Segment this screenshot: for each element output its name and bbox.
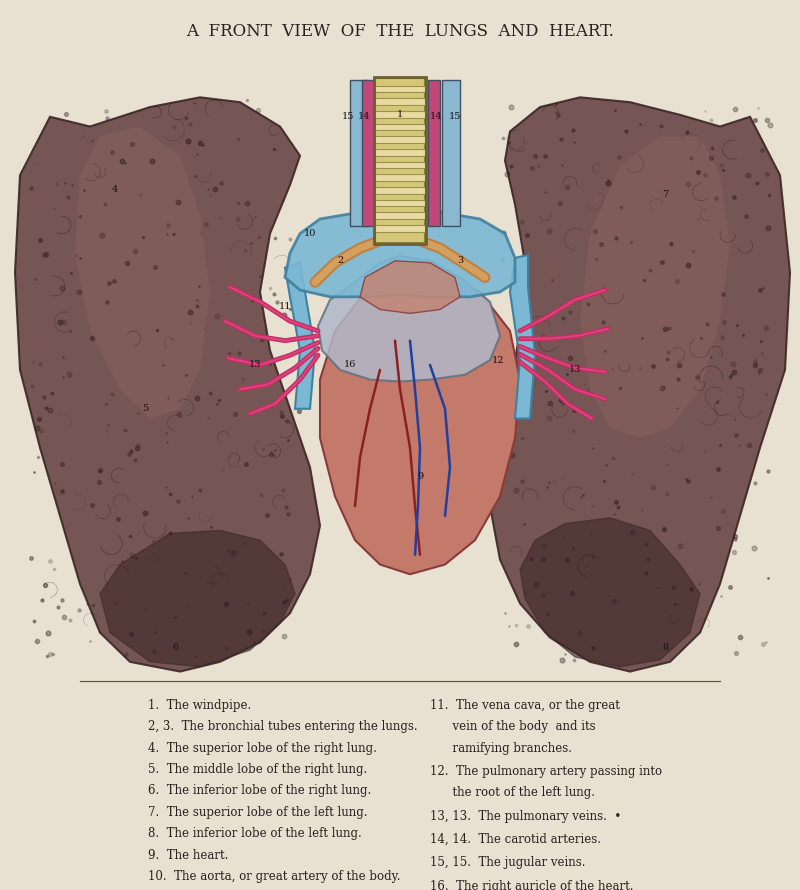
Text: 4.  The superior lobe of the right lung.: 4. The superior lobe of the right lung. [148, 741, 377, 755]
Polygon shape [285, 209, 515, 297]
FancyBboxPatch shape [375, 149, 425, 156]
Text: 5.  The middle lobe of the right lung.: 5. The middle lobe of the right lung. [148, 763, 367, 776]
Text: ramifying branches.: ramifying branches. [430, 741, 572, 755]
Polygon shape [285, 263, 315, 409]
FancyBboxPatch shape [375, 225, 425, 231]
FancyBboxPatch shape [375, 77, 425, 243]
Text: 14, 14.  The carotid arteries.: 14, 14. The carotid arteries. [430, 833, 601, 846]
FancyBboxPatch shape [375, 111, 425, 117]
Polygon shape [15, 97, 320, 672]
FancyBboxPatch shape [375, 212, 425, 219]
Text: 13, 13.  The pulmonary veins.  •: 13, 13. The pulmonary veins. • [430, 810, 622, 822]
FancyBboxPatch shape [375, 162, 425, 168]
Text: 9.  The heart.: 9. The heart. [148, 849, 228, 862]
Text: 5: 5 [142, 404, 148, 413]
Polygon shape [490, 97, 790, 672]
Polygon shape [510, 255, 535, 418]
Text: 6: 6 [172, 643, 178, 651]
Text: 7.  The superior lobe of the left lung.: 7. The superior lobe of the left lung. [148, 805, 367, 819]
FancyBboxPatch shape [350, 80, 368, 226]
FancyBboxPatch shape [375, 124, 425, 131]
Text: 10: 10 [304, 229, 316, 239]
FancyBboxPatch shape [375, 98, 425, 105]
Text: 8.  The inferior lobe of the left lung.: 8. The inferior lobe of the left lung. [148, 828, 362, 840]
FancyBboxPatch shape [375, 136, 425, 143]
Text: 14: 14 [430, 112, 442, 121]
FancyBboxPatch shape [375, 199, 425, 206]
FancyBboxPatch shape [375, 187, 425, 194]
Text: 15: 15 [342, 112, 354, 121]
Text: 6.  The inferior lobe of the right lung.: 6. The inferior lobe of the right lung. [148, 784, 371, 797]
Text: 16.  The right auricle of the heart.: 16. The right auricle of the heart. [430, 880, 634, 890]
Polygon shape [100, 530, 295, 667]
Text: 9: 9 [417, 473, 423, 481]
Text: 12: 12 [492, 356, 504, 365]
Text: 1: 1 [397, 110, 403, 119]
Text: 2, 3.  The bronchial tubes entering the lungs.: 2, 3. The bronchial tubes entering the l… [148, 720, 418, 733]
Polygon shape [580, 136, 730, 438]
Text: A  FRONT  VIEW  OF  THE  LUNGS  AND  HEART.: A FRONT VIEW OF THE LUNGS AND HEART. [186, 22, 614, 40]
Text: 14: 14 [358, 112, 370, 121]
Text: 8: 8 [662, 643, 668, 651]
Text: 10.  The aorta, or great artery of the body.: 10. The aorta, or great artery of the bo… [148, 870, 401, 883]
Polygon shape [360, 261, 460, 313]
Text: 3: 3 [457, 256, 463, 265]
Text: 2: 2 [337, 256, 343, 265]
Text: the root of the left lung.: the root of the left lung. [430, 787, 595, 799]
Polygon shape [75, 126, 210, 418]
FancyBboxPatch shape [375, 85, 425, 93]
Text: 13: 13 [249, 360, 262, 369]
Text: 12.  The pulmonary artery passing into: 12. The pulmonary artery passing into [430, 765, 662, 778]
FancyBboxPatch shape [375, 174, 425, 181]
FancyBboxPatch shape [428, 80, 440, 226]
Text: 16: 16 [344, 360, 356, 369]
Text: 15, 15.  The jugular veins.: 15, 15. The jugular veins. [430, 856, 586, 870]
Polygon shape [520, 518, 700, 667]
Text: 11: 11 [278, 302, 291, 312]
Text: 7: 7 [662, 190, 668, 199]
Text: 11.  The vena cava, or the great: 11. The vena cava, or the great [430, 699, 620, 712]
Text: 15: 15 [449, 112, 461, 121]
Text: 1.  The windpipe.: 1. The windpipe. [148, 699, 251, 712]
Text: 13: 13 [569, 366, 582, 375]
FancyBboxPatch shape [362, 80, 374, 226]
FancyBboxPatch shape [442, 80, 460, 226]
Polygon shape [318, 256, 500, 382]
Text: vein of the body  and its: vein of the body and its [430, 720, 596, 733]
Polygon shape [320, 278, 520, 574]
Text: 4: 4 [112, 185, 118, 194]
